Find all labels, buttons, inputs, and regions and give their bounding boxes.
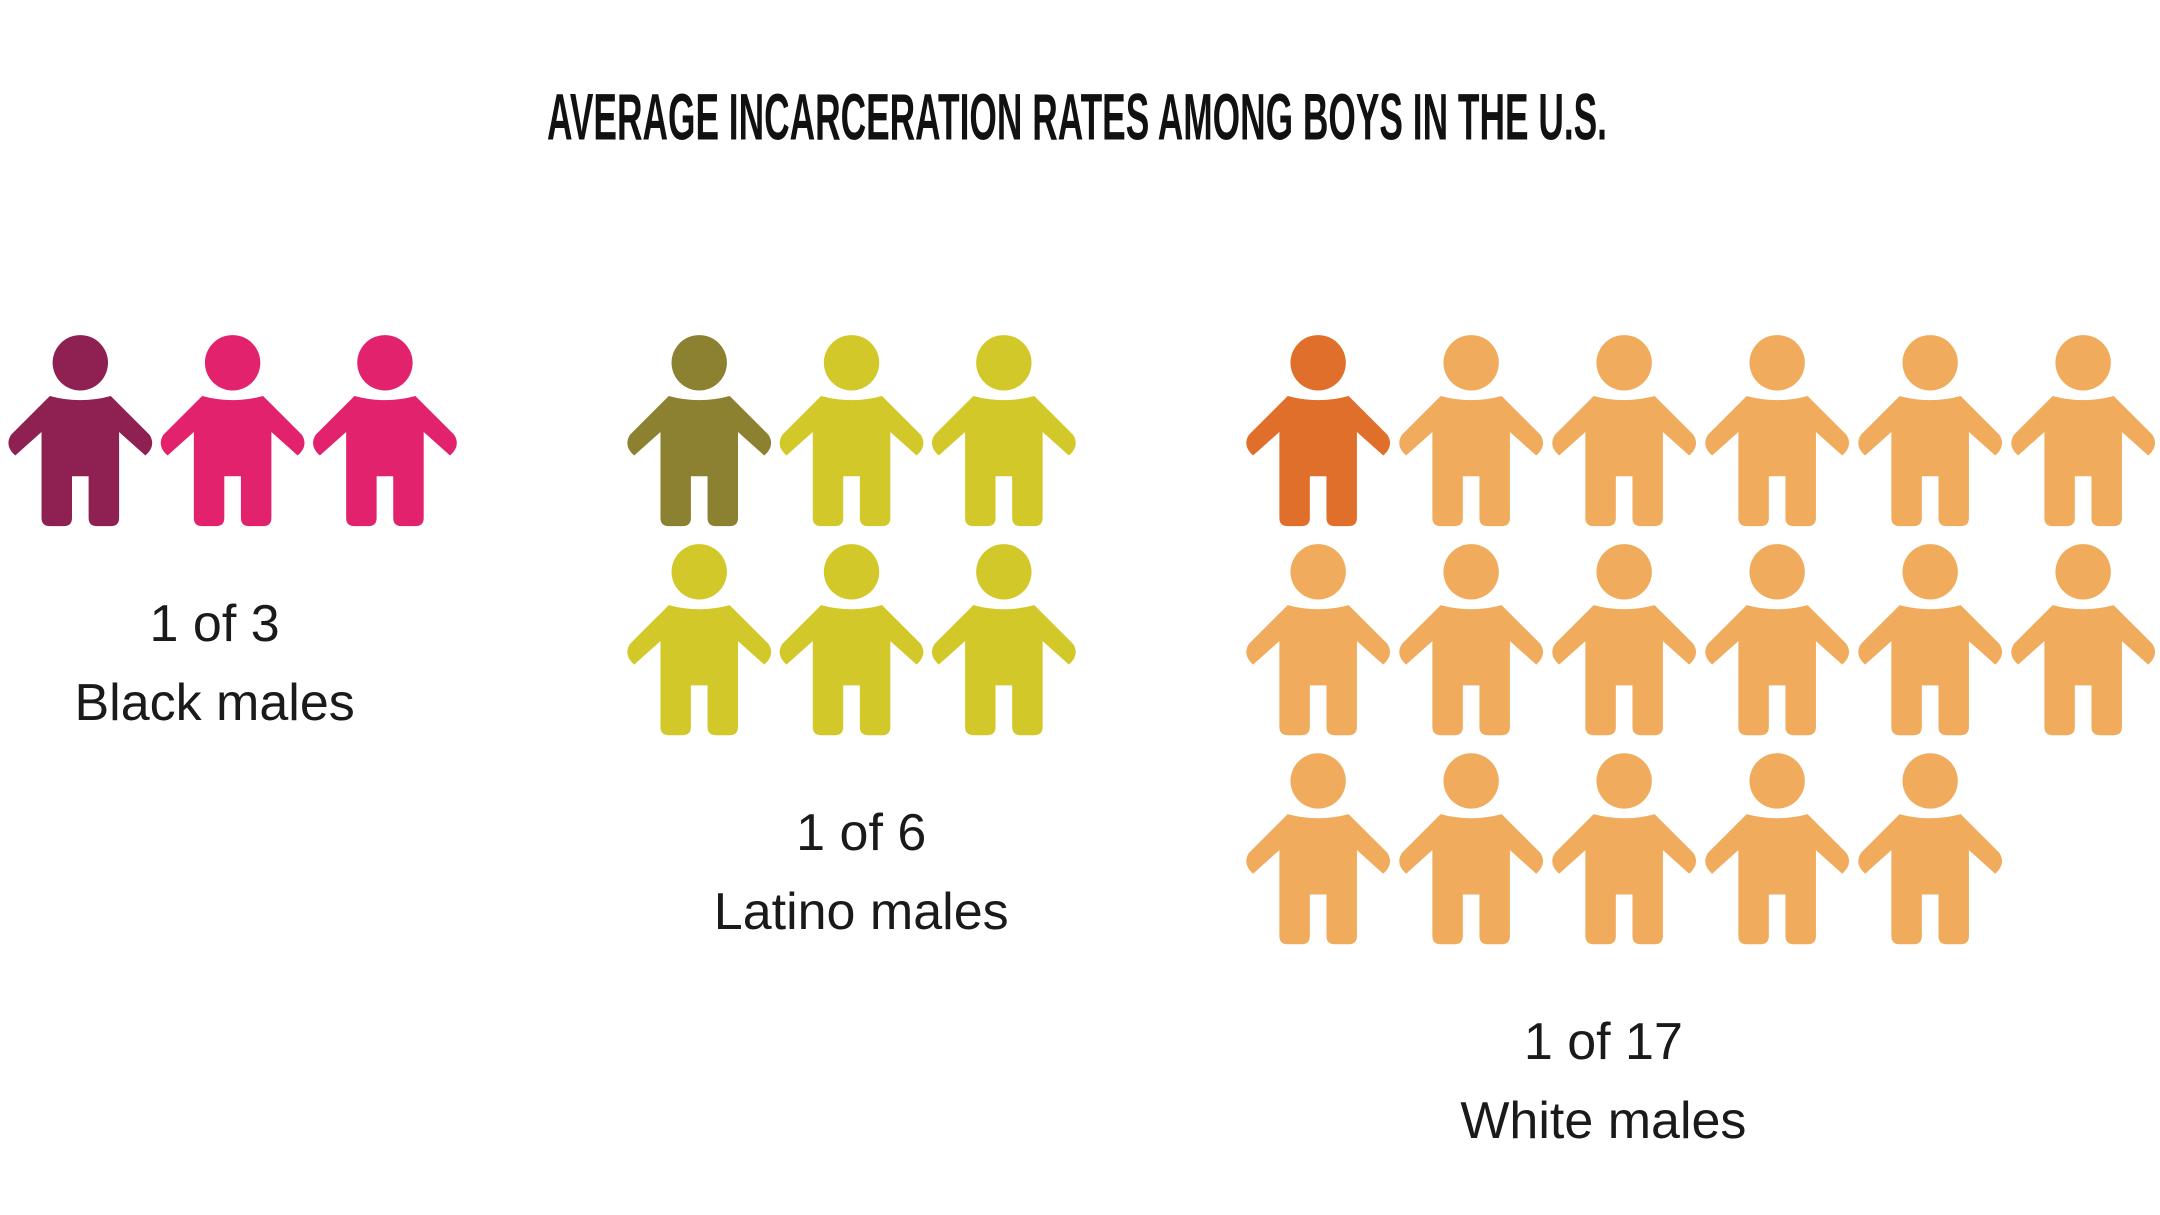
person-icon [779,544,924,736]
icon-head [1902,753,1958,809]
icon-body [1705,605,1850,736]
icon-head [1290,335,1346,391]
person-icon [1552,753,1697,945]
icon-head [1902,544,1958,600]
icon-body [931,396,1076,527]
person-icon [8,335,153,527]
person-icon [1552,544,1697,736]
person-icon [160,335,305,527]
icon-head [1596,753,1652,809]
icon-body [627,396,772,527]
icon-body [1858,396,2003,527]
icon-body [8,396,153,527]
icon-head [1290,544,1346,600]
icon-head [976,544,1032,600]
icon-body [1399,396,1544,527]
icon-body [1858,605,2003,736]
icon-head [204,335,261,391]
chart-title: AVERAGE INCARCERATION RATES AMONG BOYS I… [547,79,1607,153]
icon-body [2011,396,2156,527]
person-icon [1246,544,1391,736]
icon-body [1246,396,1391,527]
icon-body [627,605,772,736]
person-icon [1705,753,1850,945]
person-icon [1246,753,1391,945]
person-icon [931,544,1076,736]
icon-body [1705,396,1850,527]
person-icon [2011,544,2156,736]
icon-body [931,605,1076,736]
icon-head [1749,335,1805,391]
icon-body [1246,605,1391,736]
icon-body [779,605,924,736]
icon-head [1443,753,1499,809]
icon-body [779,396,924,527]
icon-head [357,335,413,391]
icon-body [1858,814,2003,945]
icon-head [52,335,108,391]
icon-head [1443,335,1499,391]
person-icon [1858,544,2003,736]
person-icon [1858,335,2003,527]
icon-head [671,544,727,600]
person-icon [1858,753,2003,945]
icon-head [1749,544,1805,600]
person-icon [1399,335,1544,527]
icon-head [823,544,880,600]
icon-head [1443,544,1499,600]
icon-head [1902,335,1958,391]
person-icon [931,335,1076,527]
icon-head [2055,335,2111,391]
person-icon [1246,335,1391,527]
icon-body [1552,814,1697,945]
icon-body [1552,396,1697,527]
person-icon [2011,335,2156,527]
icon-body [1246,814,1391,945]
category-label: Latino males [714,883,1009,941]
icon-head [2055,544,2111,600]
icon-body [1399,605,1544,736]
person-icon [779,335,924,527]
value-label: 1 of 17 [1524,1013,1683,1071]
value-label: 1 of 3 [150,595,280,653]
icon-body [2011,605,2156,736]
icon-body [1705,814,1850,945]
icon-body [1399,814,1544,945]
icon-body [160,396,305,527]
person-icon [627,544,772,736]
category-label: Black males [74,674,354,732]
icon-body [313,396,457,527]
person-icon [1399,544,1544,736]
person-icon [1705,544,1850,736]
icon-head [1749,753,1805,809]
icon-body [1552,605,1697,736]
person-icon [1705,335,1850,527]
icon-head [1596,335,1652,391]
person-icon [313,335,457,527]
value-label: 1 of 6 [796,804,926,862]
person-icon [1552,335,1697,527]
category-label: White males [1460,1092,1746,1150]
icon-head [823,335,880,391]
icon-head [976,335,1032,391]
icon-head [1290,753,1346,809]
icon-head [671,335,727,391]
person-icon [1399,753,1544,945]
person-icon [627,335,772,527]
icon-head [1596,544,1652,600]
